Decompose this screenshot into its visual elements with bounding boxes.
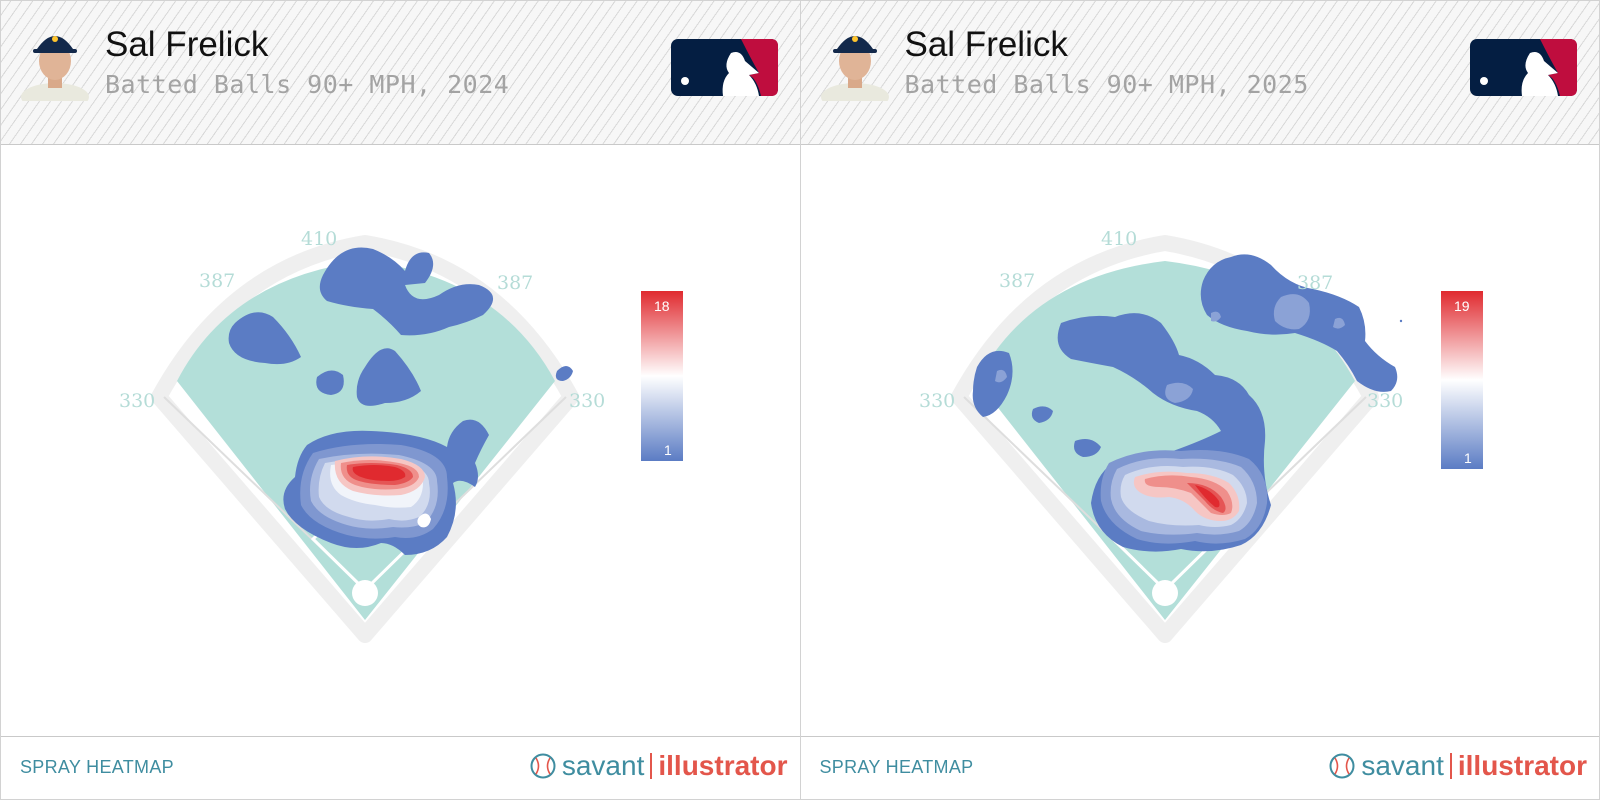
brand-illustrator: illustrator	[1457, 750, 1587, 781]
player-name: Sal Frelick	[904, 25, 1068, 64]
distance-label-right-center: 387	[497, 272, 533, 294]
outfield-wall	[151, 235, 579, 643]
home-plate	[1151, 580, 1178, 606]
panel-header: Sal Frelick Batted Balls 90+ MPH, 2025	[800, 1, 1599, 145]
distance-label-right-center: 387	[1297, 272, 1333, 294]
chart-subtitle: Batted Balls 90+ MPH, 2024	[105, 70, 510, 99]
spray-chart: 330 387 410 387 330 19 1	[919, 228, 1483, 643]
brand-illustrator: illustrator	[658, 750, 788, 781]
legend-min: 1	[664, 442, 672, 458]
brand-divider	[1449, 753, 1452, 779]
savant-brand: savant illustrator	[1329, 749, 1587, 783]
heat-blob	[316, 370, 344, 395]
heat-blob	[356, 348, 421, 406]
savant-brand: savant illustrator	[530, 749, 788, 783]
panel-footer: SPRAY HEATMAP savant illustrator	[1, 736, 800, 799]
footer-label: SPRAY HEATMAP	[819, 757, 974, 777]
spray-chart: 330 387 410 387 330 18 1	[119, 228, 683, 643]
heat-contours	[300, 444, 448, 539]
panel-2025: Sal Frelick Batted Balls 90+ MPH, 2025	[800, 0, 1600, 800]
brand-savant: savant	[1361, 750, 1444, 781]
heat-blob	[555, 366, 573, 381]
baseball-icon	[530, 753, 556, 779]
legend-max: 19	[1454, 298, 1470, 314]
brand-divider	[650, 753, 653, 779]
heat-blob	[972, 350, 1013, 417]
distance-label-left-line: 330	[119, 390, 155, 412]
distance-label-center: 410	[1101, 228, 1137, 250]
distance-label-left-center: 387	[199, 270, 235, 292]
panel-footer: SPRAY HEATMAP savant illustrator	[800, 736, 1599, 799]
home-plate	[352, 580, 378, 606]
distance-label-right-line: 330	[569, 390, 605, 412]
distance-label-right-line: 330	[1367, 390, 1403, 412]
player-name: Sal Frelick	[105, 25, 269, 64]
mlb-logo-icon	[670, 39, 778, 96]
stray-point	[1399, 319, 1402, 323]
legend-bar	[641, 291, 683, 461]
player-headshot-icon	[820, 36, 889, 101]
heat-blob	[1073, 439, 1101, 457]
distance-label-left-center: 387	[999, 270, 1035, 292]
color-legend: 18 1	[641, 291, 683, 461]
legend-min: 1	[1464, 450, 1472, 466]
distance-label-left-line: 330	[919, 390, 955, 412]
distance-label-center: 410	[301, 228, 337, 250]
brand-savant: savant	[561, 750, 645, 781]
baseball-icon	[1329, 753, 1355, 779]
footer-label: SPRAY HEATMAP	[20, 757, 174, 777]
color-legend: 19 1	[1440, 291, 1483, 469]
chart-subtitle: Batted Balls 90+ MPH, 2025	[904, 70, 1309, 99]
panel-2024: Sal Frelick Batted Balls 90+ MPH, 2024	[0, 0, 801, 800]
heat-blob	[319, 247, 494, 336]
player-headshot-icon	[21, 36, 89, 101]
heat-contours	[994, 294, 1345, 544]
legend-max: 18	[654, 298, 670, 314]
legend-bar	[1440, 291, 1483, 469]
mlb-logo-icon	[1470, 39, 1577, 96]
panel-header: Sal Frelick Batted Balls 90+ MPH, 2024	[1, 1, 800, 145]
heat-blob	[1031, 406, 1053, 423]
heat-blob	[228, 312, 301, 365]
